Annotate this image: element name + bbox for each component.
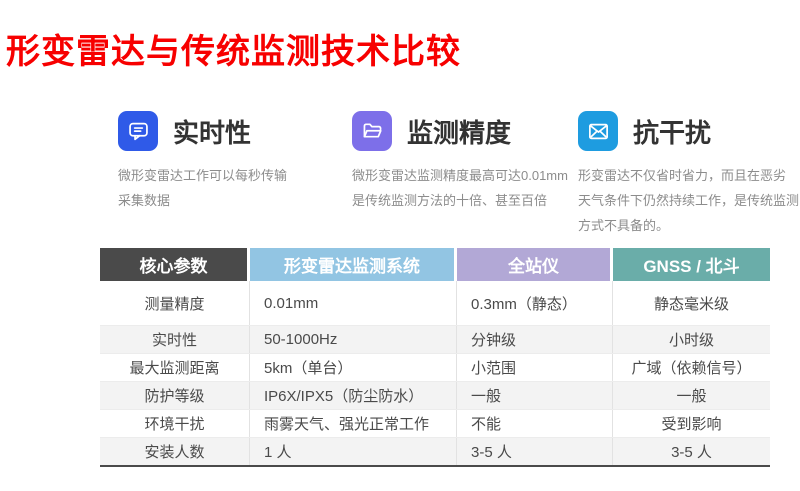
comment-icon <box>118 111 158 151</box>
table-cell: 雨雾天气、强光正常工作 <box>250 410 457 437</box>
table-cell: 0.3mm（静态） <box>457 281 613 325</box>
table-row: 安装人数 1 人 3-5 人 3-5 人 <box>100 437 770 465</box>
table-cell: 3-5 人 <box>671 444 712 461</box>
table-cell: 最大监测距离 <box>100 354 250 381</box>
table-cell: 一般 <box>457 382 613 409</box>
table-cell: 1 人 <box>250 438 457 465</box>
desc-line: 微形变雷达工作可以每秒传输 <box>118 168 288 183</box>
feature-header: 实时性 <box>118 110 346 152</box>
table-cell: 不能 <box>457 410 613 437</box>
table-body: 测量精度 0.01mm 0.3mm（静态） 静态毫米级 实时性 50-1000H… <box>100 281 770 467</box>
desc-line: 形变雷达不仅省时省力，而且在恶劣 <box>578 168 787 183</box>
table-cell: 分钟级 <box>457 326 613 353</box>
table-cell: IP6X/IPX5（防尘防水） <box>250 382 457 409</box>
table-row: 环境干扰 雨雾天气、强光正常工作 不能 受到影响 <box>100 409 770 437</box>
header-gnss-beidou: GNSS / 北斗 <box>613 248 770 281</box>
feature-desc: 形变雷达不仅省时省力，而且在恶劣 天气条件下仍然持续工作，是传统监测 方式不具备… <box>578 163 800 238</box>
table-cell: 一般 <box>676 388 707 405</box>
table-cell: 0.01mm <box>250 281 457 325</box>
table-cell: 环境干扰 <box>100 410 250 437</box>
feature-accuracy: 监测精度 微形变雷达监测精度最高可达0.01mm 是传统监测方法的十倍、甚至百倍 <box>352 110 578 213</box>
table-cell: 5km（单台） <box>250 354 457 381</box>
table-row: 实时性 50-1000Hz 分钟级 小时级 <box>100 325 770 353</box>
table-cell: 广域（依赖信号） <box>631 360 752 377</box>
table-row: 最大监测距离 5km（单台） 小范围 广域（依赖信号） <box>100 353 770 381</box>
desc-line: 天气条件下仍然持续工作，是传统监测 <box>578 193 800 208</box>
table-cell: 受到影响 <box>661 416 722 433</box>
table-cell: 小时级 <box>668 332 714 349</box>
feature-header: 监测精度 <box>352 110 578 152</box>
mail-icon <box>578 111 618 151</box>
feature-title: 实时性 <box>173 117 252 148</box>
feature-header: 抗干扰 <box>578 110 792 152</box>
table-cell: 50-1000Hz <box>250 326 457 353</box>
feature-desc: 微形变雷达监测精度最高可达0.01mm 是传统监测方法的十倍、甚至百倍 <box>352 163 578 213</box>
header-total-station: 全站仪 <box>457 248 613 281</box>
feature-desc: 微形变雷达工作可以每秒传输 采集数据 <box>118 163 346 213</box>
table-header-row: 核心参数 形变雷达监测系统 全站仪 GNSS / 北斗 <box>100 248 770 281</box>
table-row: 测量精度 0.01mm 0.3mm（静态） 静态毫米级 <box>100 281 770 325</box>
desc-line: 是传统监测方法的十倍、甚至百倍 <box>352 193 548 208</box>
feature-title: 监测精度 <box>407 117 512 148</box>
header-core-params: 核心参数 <box>100 248 250 281</box>
table-cell: 安装人数 <box>100 438 250 465</box>
comparison-table: 核心参数 形变雷达监测系统 全站仪 GNSS / 北斗 测量精度 0.01mm … <box>100 248 770 467</box>
desc-line: 采集数据 <box>118 193 171 208</box>
desc-line: 方式不具备的。 <box>578 218 670 233</box>
header-deformation-radar: 形变雷达监测系统 <box>250 248 457 281</box>
feature-realtime: 实时性 微形变雷达工作可以每秒传输 采集数据 <box>118 110 346 213</box>
table-row: 防护等级 IP6X/IPX5（防尘防水） 一般 一般 <box>100 381 770 409</box>
feature-anti-interference: 抗干扰 形变雷达不仅省时省力，而且在恶劣 天气条件下仍然持续工作，是传统监测 方… <box>578 110 800 238</box>
page-title: 形变雷达与传统监测技术比较 <box>6 33 461 71</box>
table-cell: 小范围 <box>457 354 613 381</box>
table-cell: 静态毫米级 <box>653 295 729 313</box>
folder-icon <box>352 111 392 151</box>
feature-title: 抗干扰 <box>633 117 712 148</box>
desc-line: 微形变雷达监测精度最高可达0.01mm <box>352 168 568 183</box>
table-cell: 防护等级 <box>100 382 250 409</box>
table-cell: 实时性 <box>100 326 250 353</box>
table-cell: 测量精度 <box>100 281 250 325</box>
table-cell: 3-5 人 <box>457 438 613 465</box>
